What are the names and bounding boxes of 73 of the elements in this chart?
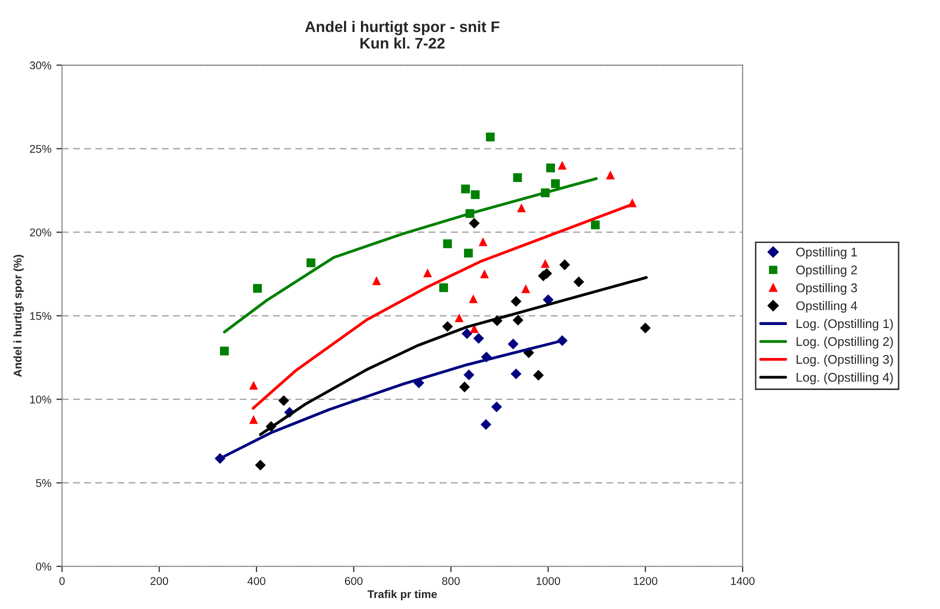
y-tick-label: 30% — [30, 61, 52, 70]
point — [459, 382, 470, 392]
point — [254, 460, 266, 471]
legend-label: Log. (Opstilling 1) — [796, 318, 893, 331]
y-tick-label: 15% — [30, 312, 52, 320]
point — [480, 269, 489, 278]
legend-label: Log. (Opstilling 4) — [796, 372, 893, 384]
point — [513, 173, 522, 182]
point — [517, 203, 526, 212]
point — [306, 258, 316, 268]
point — [486, 132, 495, 142]
point — [461, 184, 470, 194]
point — [249, 415, 258, 424]
x-tick-label: 1000 — [536, 577, 560, 585]
y-tick-label: 5% — [36, 479, 52, 487]
point — [551, 179, 560, 188]
point — [590, 220, 600, 230]
point — [470, 190, 480, 200]
line-series — [223, 177, 598, 334]
point — [546, 164, 555, 172]
x-tick-label: 600 — [345, 577, 363, 585]
point — [220, 346, 229, 356]
point — [468, 294, 478, 304]
point — [510, 368, 522, 380]
legend-label: Opstilling 1 — [796, 247, 857, 259]
point — [521, 284, 530, 294]
point — [558, 160, 567, 170]
legend-label: Log. (Opstilling 3) — [796, 354, 893, 366]
x-tick-label: 1200 — [634, 577, 658, 585]
point — [464, 370, 474, 380]
point — [249, 380, 258, 390]
point — [640, 322, 651, 334]
point — [468, 218, 480, 229]
x-tick-label: 800 — [442, 577, 460, 585]
point — [542, 294, 554, 306]
point — [464, 248, 473, 258]
legend-label: Log. (Opstilling 2) — [796, 336, 893, 348]
legend-label: Opstilling 2 — [796, 265, 857, 277]
y-axis-title: Andel i hurtigt spor (%) — [13, 254, 24, 377]
legend-label: Opstilling 3 — [796, 283, 857, 295]
point — [478, 237, 488, 246]
x-tick-label: 0 — [59, 577, 65, 585]
point — [533, 370, 544, 381]
point — [510, 296, 522, 307]
point — [439, 283, 448, 292]
point — [573, 276, 584, 288]
x-tick-label: 200 — [150, 577, 168, 585]
point — [559, 259, 570, 270]
point — [512, 314, 524, 326]
point — [480, 419, 492, 430]
x-tick-label: 400 — [247, 577, 266, 585]
point — [491, 401, 502, 412]
y-tick-label: 25% — [30, 144, 52, 153]
point — [372, 276, 381, 286]
point — [606, 170, 615, 180]
line-series — [258, 276, 648, 436]
point — [508, 338, 519, 350]
point — [454, 313, 464, 322]
y-tick-label: 10% — [30, 396, 52, 404]
point — [540, 259, 550, 268]
y-tick-label: 20% — [30, 228, 52, 236]
legend-label: Opstilling 4 — [796, 300, 858, 313]
point — [462, 328, 472, 340]
point — [253, 284, 262, 293]
point — [443, 239, 452, 248]
y-tick-label: 0% — [36, 562, 52, 571]
point — [473, 332, 484, 344]
chart-title: Andel i hurtigt spor - snit F Kun kl. 7-22 — [305, 20, 500, 49]
point — [442, 321, 453, 332]
x-tick-label: 1400 — [731, 577, 755, 585]
point — [423, 268, 432, 278]
point — [278, 395, 290, 406]
x-axis-title: Trafik pr time — [368, 590, 437, 600]
